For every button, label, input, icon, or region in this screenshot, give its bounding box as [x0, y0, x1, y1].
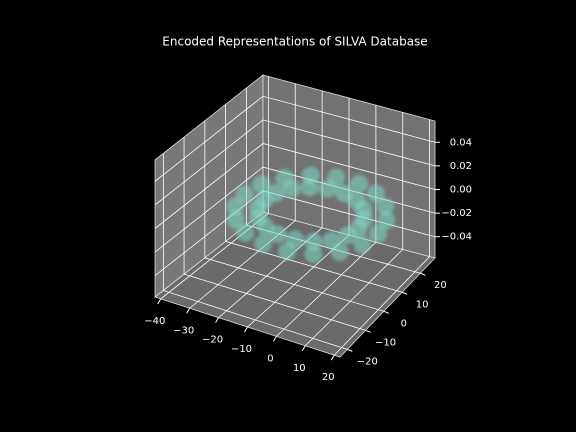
point	[226, 210, 245, 229]
tick-mark	[383, 310, 390, 314]
x-tick-label: −20	[202, 335, 223, 346]
points	[226, 166, 396, 264]
grid-line	[218, 90, 323, 318]
tick-mark	[272, 336, 277, 342]
chart-title: Encoded Representations of SILVA Databas…	[162, 35, 427, 49]
point	[236, 223, 255, 242]
y-tick-label: −20	[357, 356, 378, 367]
point	[318, 179, 337, 198]
tick-mark	[420, 272, 426, 276]
y-tick-label: −10	[375, 337, 396, 348]
point	[377, 211, 396, 230]
point	[369, 224, 388, 243]
grid-line	[162, 153, 348, 350]
x-tick-label: 10	[293, 363, 306, 374]
point	[376, 197, 395, 216]
x-tick-label: −40	[144, 316, 165, 327]
point	[349, 174, 368, 193]
grid-line	[154, 119, 436, 206]
point	[335, 184, 354, 203]
point	[252, 175, 271, 194]
point	[304, 232, 323, 251]
z-tick-label: −0.02	[441, 208, 472, 219]
tick-mark	[365, 329, 371, 333]
point	[304, 245, 323, 264]
tick-mark	[347, 348, 353, 352]
y-tick-label: 10	[416, 299, 429, 310]
grid-line	[305, 112, 404, 347]
labels: −40 −30 −20 −10 0 10 20 −20 −10 0 10 20 −0.04 −0.02 0.…	[144, 137, 472, 383]
tick-mark	[330, 354, 335, 361]
x-tick-label: 0	[267, 353, 273, 364]
tick-mark	[401, 291, 408, 295]
point	[269, 225, 288, 244]
grid-line	[204, 120, 384, 312]
x-tick-label: −30	[173, 325, 194, 336]
point	[282, 179, 301, 198]
z-tick-label: 0.02	[450, 161, 472, 172]
grid-line	[225, 104, 403, 293]
grid-line	[333, 119, 431, 356]
x-tick-label: 20	[322, 372, 335, 383]
point	[366, 184, 385, 203]
tick-mark	[244, 326, 248, 333]
y-tick-label: 20	[434, 280, 447, 291]
point	[254, 234, 273, 253]
point	[235, 185, 254, 204]
grid-line	[160, 76, 269, 300]
x-tick-label: −10	[231, 344, 252, 355]
z-tick-label: 0.04	[450, 137, 472, 148]
tick-mark	[157, 298, 162, 305]
y-tick-label: 0	[401, 318, 407, 329]
point	[322, 231, 341, 250]
grid-line	[154, 143, 436, 229]
z-tick-label: 0.00	[450, 185, 472, 196]
z-tick-label: −0.04	[441, 232, 472, 243]
point	[286, 230, 305, 249]
point	[338, 226, 357, 245]
tick-mark	[215, 317, 220, 323]
grid-line	[154, 95, 436, 182]
point	[353, 235, 372, 254]
point	[300, 178, 319, 197]
tick-mark	[301, 345, 306, 352]
tick-mark	[186, 307, 191, 314]
grid-line	[183, 137, 366, 331]
grid-line	[189, 83, 296, 309]
point	[226, 197, 245, 216]
